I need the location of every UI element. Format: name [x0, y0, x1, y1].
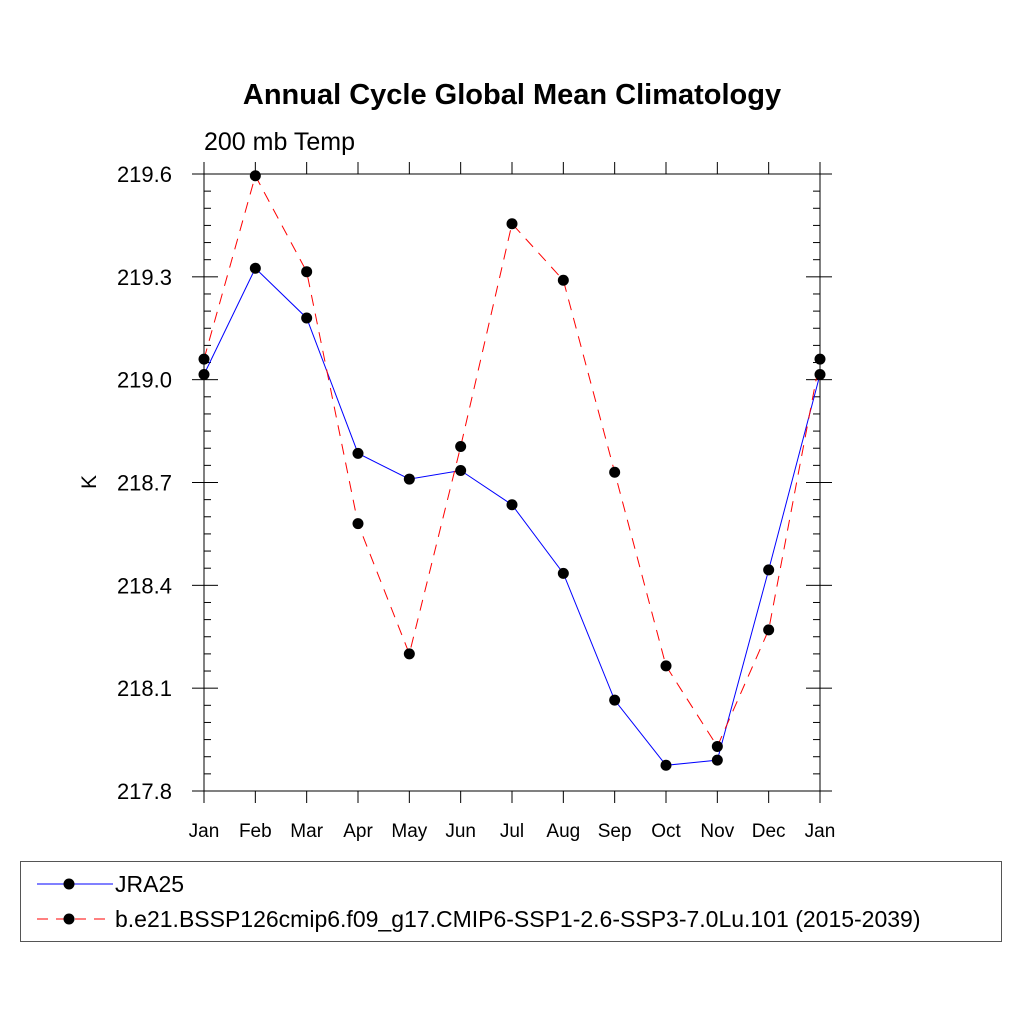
- series-line-0: [203, 267, 821, 766]
- data-point-series-0: [352, 447, 364, 459]
- chart-title: Annual Cycle Global Mean Climatology: [243, 79, 781, 111]
- data-point-series-1: [557, 274, 569, 286]
- legend-dot-jra25: [63, 878, 75, 890]
- y-axis-label: K: [78, 475, 101, 489]
- data-point-series-1: [660, 660, 672, 672]
- x-tick-label: Aug: [546, 821, 580, 842]
- data-point-series-0: [763, 564, 775, 576]
- x-tick-label: Dec: [752, 821, 786, 842]
- data-point-series-1: [455, 441, 467, 453]
- data-point-series-0: [403, 473, 415, 485]
- legend: JRA25 b.e21.BSSP126cmip6.f09_g17.CMIP6-S…: [20, 861, 1002, 942]
- x-tick-label: Jul: [500, 821, 524, 842]
- legend-dot-model: [63, 913, 75, 925]
- data-point-series-0: [557, 567, 569, 579]
- y-tick-label: 218.4: [117, 573, 172, 598]
- plot-frame: [203, 173, 821, 792]
- data-point-series-1: [198, 353, 210, 365]
- data-point-series-1: [403, 648, 415, 660]
- y-tick-label: 218.1: [117, 676, 172, 701]
- data-point-series-1: [301, 266, 313, 278]
- y-tick-label: 219.6: [117, 162, 172, 187]
- data-point-series-1: [763, 624, 775, 636]
- data-point-series-0: [814, 369, 826, 381]
- x-tick-label: Jan: [189, 821, 220, 842]
- data-point-series-1: [711, 740, 723, 752]
- legend-marker-jra25: [37, 878, 113, 890]
- legend-label-jra25: JRA25: [115, 871, 185, 897]
- data-point-series-1: [249, 170, 261, 182]
- data-point-series-0: [609, 694, 621, 706]
- y-tick-label: 219.3: [117, 265, 172, 290]
- data-point-series-0: [506, 499, 518, 511]
- chart-subtitle: 200 mb Temp: [204, 128, 355, 156]
- x-tick-label: Mar: [290, 821, 323, 842]
- data-point-series-0: [455, 465, 467, 477]
- series-line-1: [203, 174, 821, 748]
- x-tick-label: Jan: [805, 821, 836, 842]
- x-tick-label: Oct: [651, 821, 681, 842]
- data-point-series-0: [301, 312, 313, 324]
- x-tick-label: May: [391, 821, 427, 842]
- y-tick-label: 219.0: [117, 368, 172, 393]
- x-tick-label: Apr: [343, 821, 373, 842]
- data-point-series-0: [249, 262, 261, 274]
- data-point-series-1: [609, 466, 621, 478]
- x-tick-label: Sep: [598, 821, 632, 842]
- legend-label-model: b.e21.BSSP126cmip6.f09_g17.CMIP6-SSP1-2.…: [115, 906, 921, 932]
- data-point-series-0: [198, 369, 210, 381]
- y-tick-label: 218.7: [117, 471, 172, 496]
- x-tick-label: Feb: [239, 821, 272, 842]
- data-point-series-0: [660, 759, 672, 771]
- data-point-series-1: [352, 518, 364, 530]
- data-point-series-0: [711, 754, 723, 766]
- data-point-series-1: [814, 353, 826, 365]
- data-point-series-1: [506, 218, 518, 230]
- x-tick-label: Nov: [700, 821, 734, 842]
- y-tick-label: 217.8: [117, 779, 172, 804]
- x-tick-label: Jun: [445, 821, 476, 842]
- legend-marker-model: [37, 913, 113, 925]
